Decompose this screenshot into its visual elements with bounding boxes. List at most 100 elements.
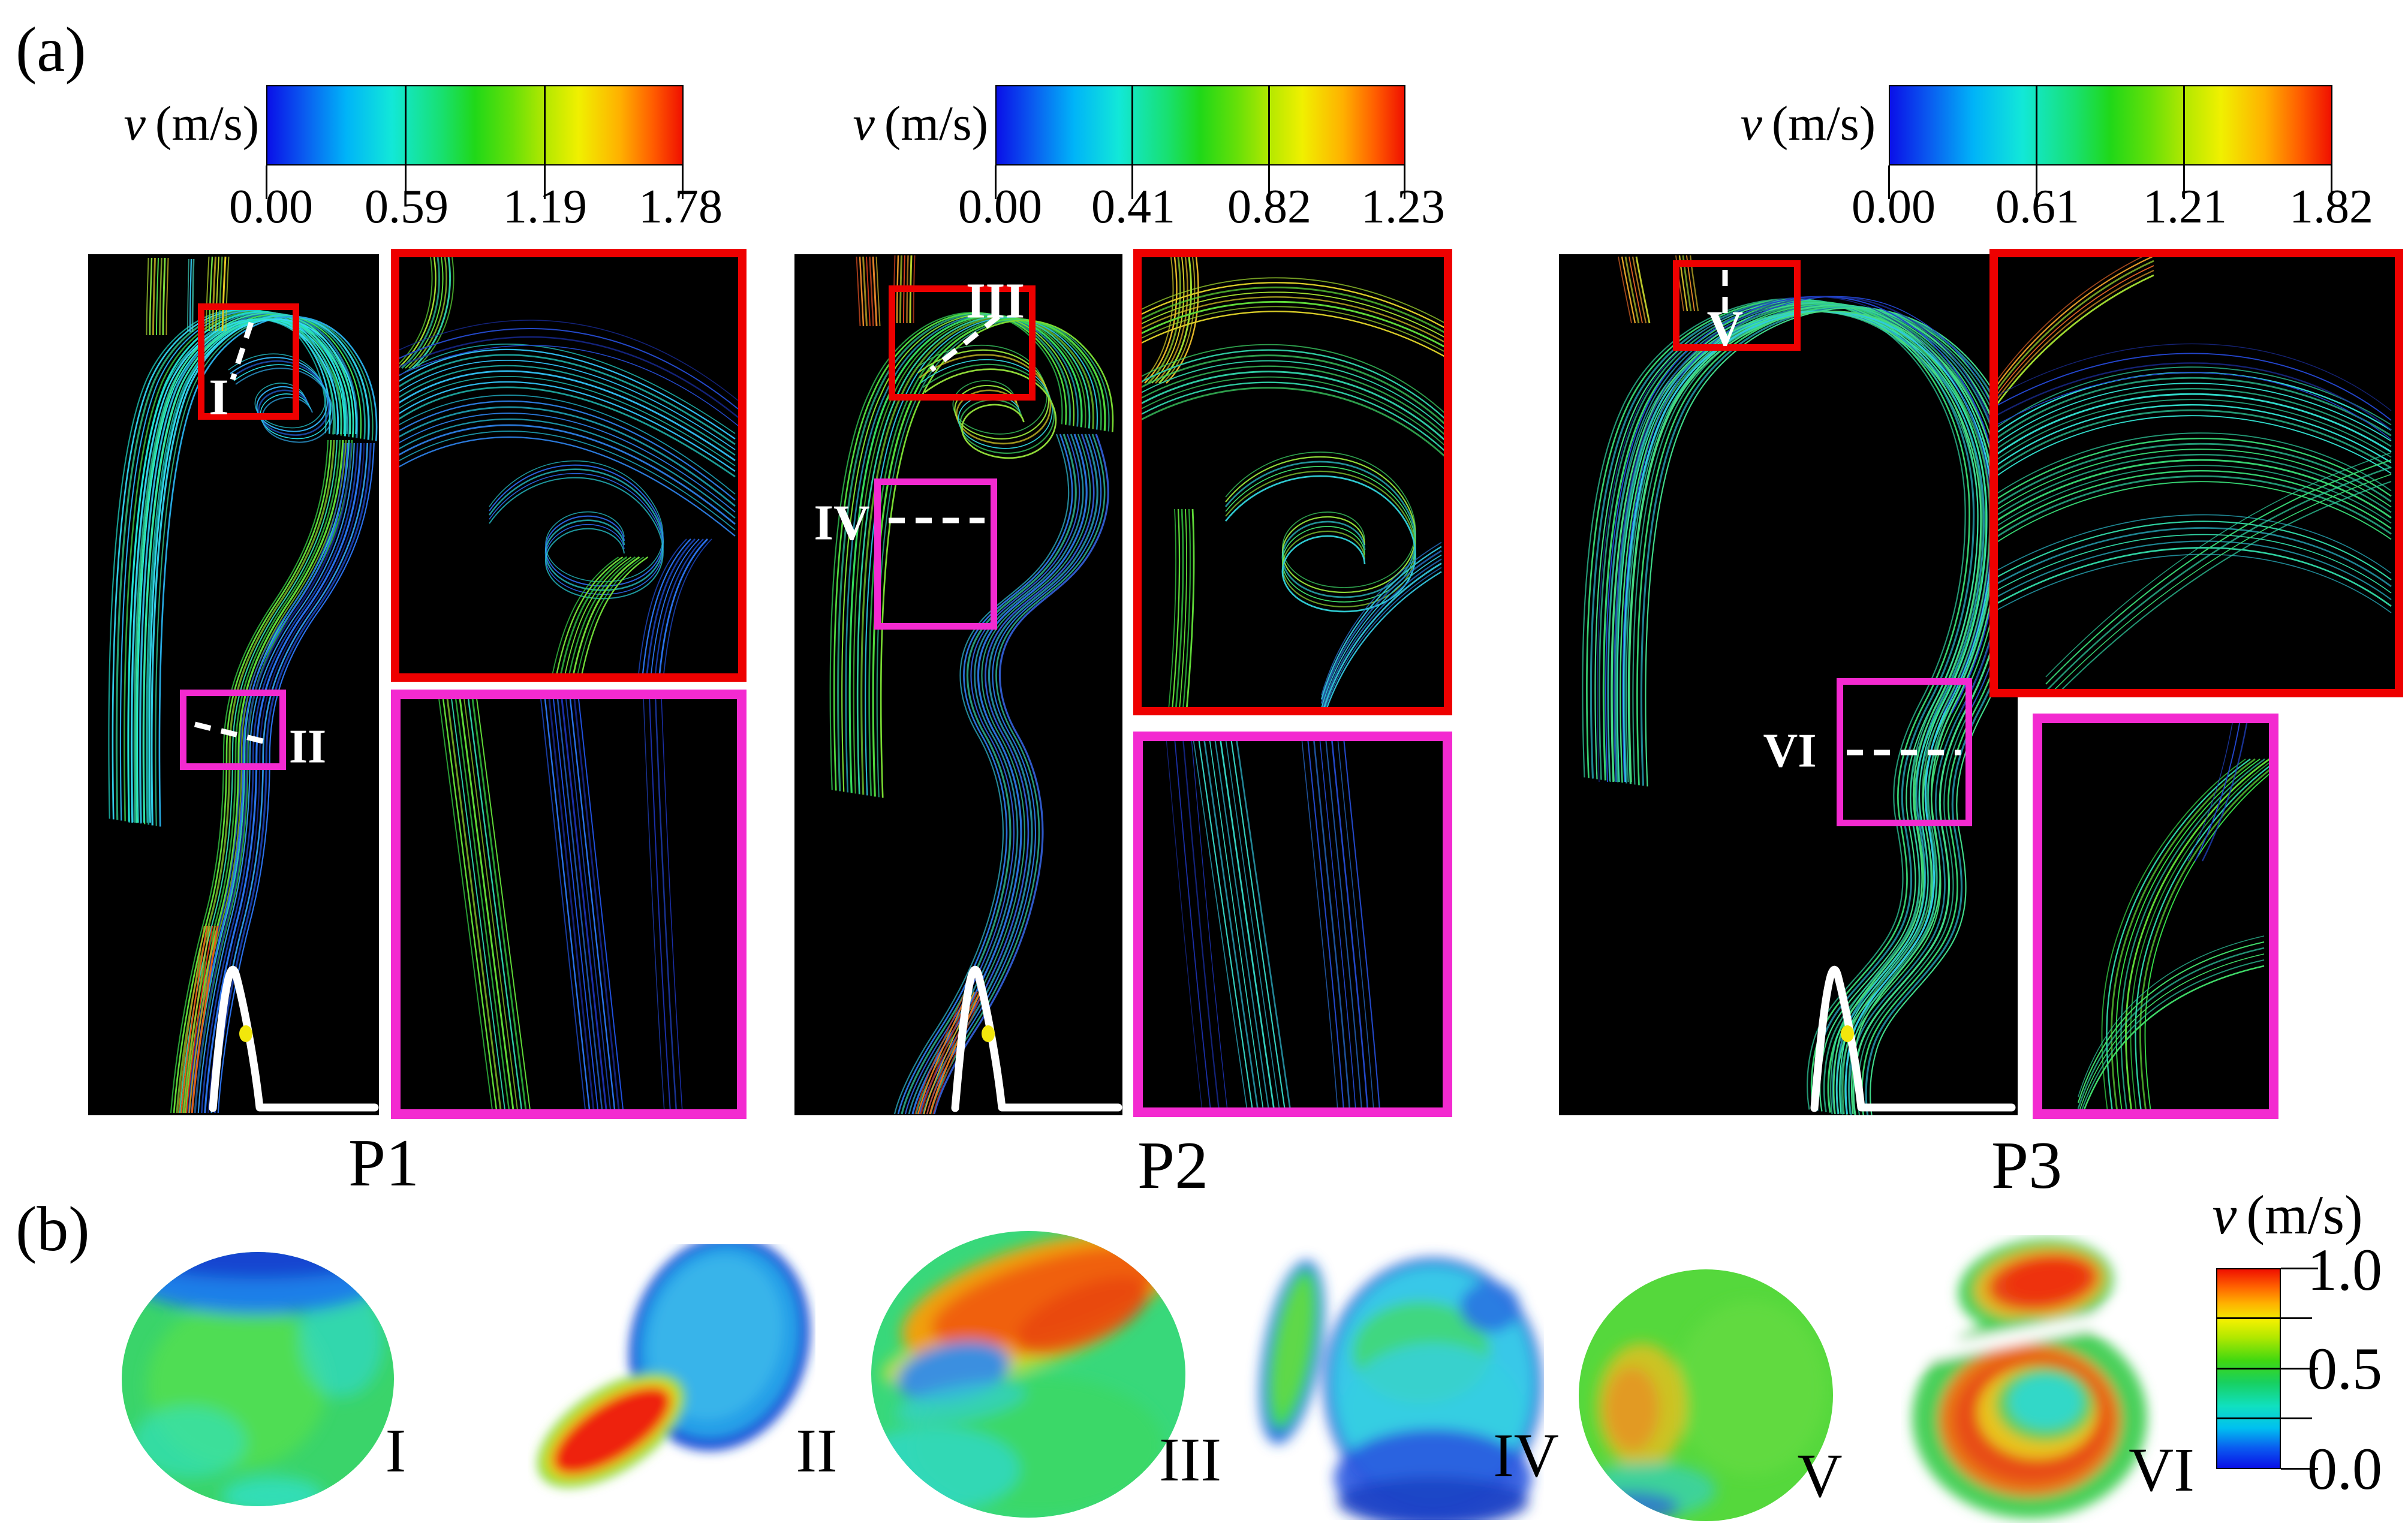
cross-section-V [1577, 1268, 1835, 1523]
velocity-symbol: v [1740, 96, 1762, 151]
tick-mark [1131, 165, 1133, 199]
tick-mark [2281, 1268, 2318, 1269]
region-label-IV: IV [814, 495, 870, 551]
tick-mark [1268, 165, 1270, 199]
p2-colorbar-divider-2 [1268, 85, 1270, 165]
velocity-unit: (m/s) [155, 96, 259, 151]
patient-label-p2: P2 [1137, 1128, 1209, 1203]
p1-magenta-inset-streamlines [438, 699, 683, 1109]
tick-mark [2331, 165, 2332, 199]
b-colorbar-divider [2216, 1417, 2281, 1419]
tick-mark [2281, 1468, 2318, 1470]
p1-tick-0: 0.00 [229, 180, 313, 233]
p3-colorbar-divider-1 [2036, 85, 2037, 165]
tick-mark [1888, 165, 1890, 199]
p2-tick-3: 1.23 [1361, 180, 1445, 233]
timepoint-marker [982, 1025, 995, 1042]
b-tick-0.0: 0.0 [2307, 1435, 2382, 1502]
p3-red-inset [1989, 249, 2403, 697]
cross-section-label-II: II [796, 1416, 838, 1485]
p2-colorbar [995, 85, 1405, 165]
p3-tick-0: 0.00 [1852, 180, 1936, 233]
cross-section-IV [1235, 1238, 1544, 1520]
p1-tick-2: 1.19 [503, 180, 587, 233]
tick-mark [2036, 165, 2037, 199]
p1-colorbar-title: v (m/s) [90, 96, 260, 151]
region-box-VI [1837, 678, 1972, 826]
p1-red-inset-streamlines [399, 257, 738, 673]
velocity-symbol: v [853, 96, 875, 151]
p1-colorbar [266, 85, 684, 165]
p2-red-inset [1133, 249, 1452, 715]
tick-mark [544, 165, 546, 199]
tick-mark [2281, 1317, 2312, 1319]
p1-magenta-inset [391, 690, 747, 1119]
tick-mark [2183, 165, 2185, 199]
p1-red-inset [391, 249, 747, 682]
b-tick-1.0: 1.0 [2307, 1236, 2382, 1303]
p2-colorbar-divider-1 [1131, 85, 1133, 165]
p2-streamline-panel [794, 254, 1122, 1115]
cross-section-III [869, 1229, 1187, 1520]
timepoint-marker [1841, 1025, 1854, 1042]
region-box-I [198, 303, 299, 420]
velocity-unit: (m/s) [884, 96, 988, 151]
region-box-II [180, 690, 286, 770]
tick-mark [266, 165, 267, 199]
tick-mark [2281, 1368, 2318, 1370]
region-box-V [1673, 260, 1801, 351]
b-colorbar-divider [2216, 1317, 2281, 1319]
cross-section-label-III: III [1159, 1425, 1221, 1494]
flow-waveform [951, 965, 1122, 1112]
region-label-III: III [965, 273, 1025, 329]
patient-label-p3: P3 [1991, 1128, 2063, 1203]
p3-colorbar-title: v (m/s) [1700, 96, 1876, 151]
flow-waveform [209, 965, 379, 1112]
p2-magenta-inset [1133, 732, 1452, 1117]
cross-section-I [120, 1250, 396, 1508]
tick-mark [1404, 165, 1405, 199]
velocity-symbol: v [124, 96, 146, 151]
b-colorbar-title: v (m/s) [2183, 1187, 2392, 1242]
b-tick-0.5: 0.5 [2307, 1335, 2382, 1402]
p2-tick-1: 0.41 [1091, 180, 1175, 233]
panel-b-label: (b) [16, 1194, 90, 1264]
section-plane-dash-III [929, 314, 1000, 372]
tick-mark [995, 165, 997, 199]
cross-section-label-V: V [1797, 1441, 1843, 1510]
p3-tick-2: 1.21 [2143, 180, 2227, 233]
tick-mark [2281, 1417, 2312, 1419]
cross-section-label-IV: IV [1493, 1421, 1559, 1490]
velocity-symbol: v [2212, 1184, 2237, 1245]
tick-mark [405, 165, 407, 199]
region-label-II: II [288, 720, 327, 773]
p2-tick-2: 0.82 [1227, 180, 1311, 233]
p1-colorbar-divider-1 [405, 85, 407, 165]
p1-colorbar-divider-2 [544, 85, 546, 165]
p3-tick-1: 0.61 [1995, 180, 2079, 233]
region-box-III [889, 285, 1036, 401]
flow-waveform [1810, 965, 2016, 1112]
section-plane-dash-I [230, 321, 254, 381]
b-colorbar-divider [2216, 1368, 2281, 1370]
p3-colorbar-divider-2 [2183, 85, 2185, 165]
p2-colorbar-title: v (m/s) [813, 96, 989, 151]
p3-red-inset-streamlines [1998, 257, 2392, 689]
cross-section-II [528, 1244, 815, 1502]
cross-section-label-I: I [385, 1416, 407, 1485]
p1-tick-3: 1.78 [639, 180, 723, 233]
section-plane-dash-II [194, 721, 266, 745]
cross-section-VI [1901, 1235, 2159, 1523]
patient-label-p1: P1 [348, 1126, 420, 1200]
p3-colorbar [1889, 85, 2332, 165]
panel-a-label: (a) [16, 14, 86, 85]
p2-magenta-inset-streamlines [1166, 741, 1380, 1107]
p2-tick-0: 0.00 [958, 180, 1042, 233]
p1-streamline-panel [88, 254, 379, 1115]
velocity-unit: (m/s) [1771, 96, 1876, 151]
p1-tick-1: 0.59 [365, 180, 449, 233]
p2-streamlines [829, 255, 1122, 1115]
cross-section-label-VI: VI [2129, 1435, 2195, 1504]
p3-tick-3: 1.82 [2289, 180, 2373, 233]
region-label-VI: VI [1763, 724, 1817, 778]
